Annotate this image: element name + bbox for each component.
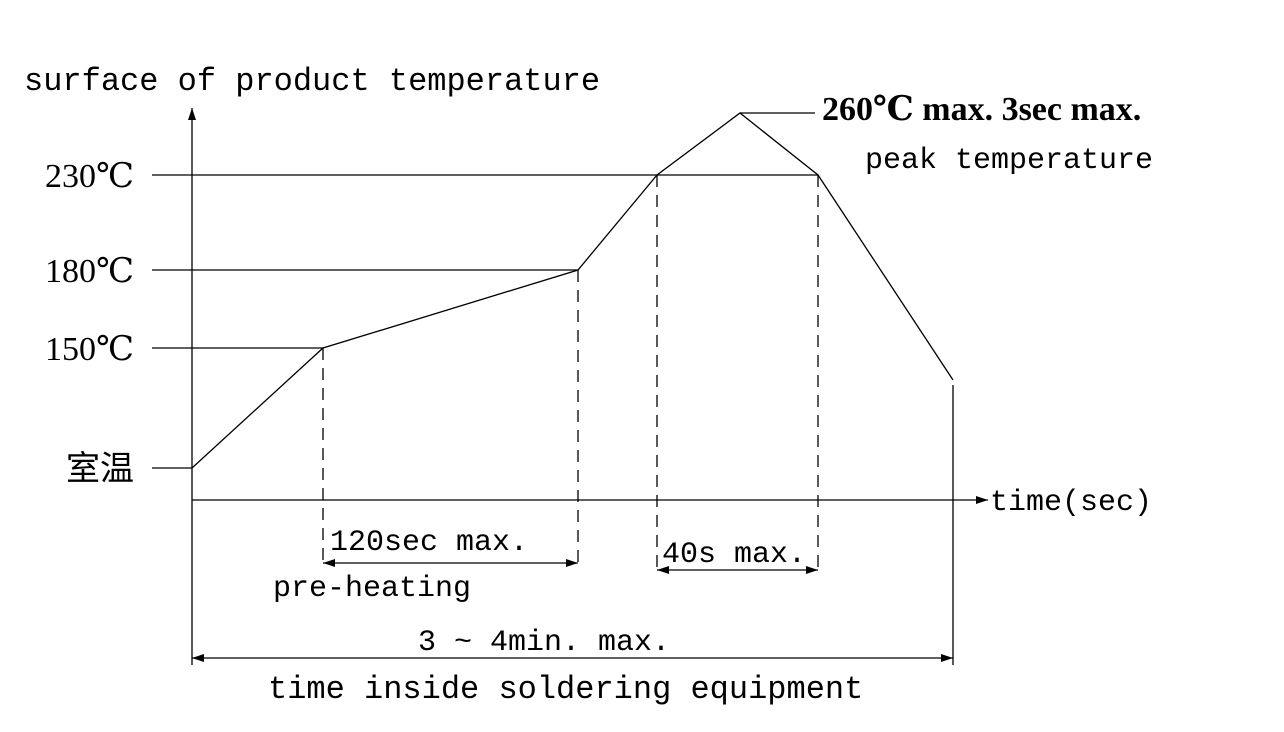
interval-name: pre-heating bbox=[273, 572, 471, 606]
interval-label: 120sec max. bbox=[330, 526, 528, 560]
temperature-profile bbox=[191, 112, 954, 469]
interval-label: 40s max. bbox=[662, 538, 806, 572]
x-axis-label: time(sec) bbox=[990, 486, 1152, 520]
peak-label: 260℃ max. 3sec max. bbox=[822, 91, 1141, 128]
level-label: 230℃ bbox=[45, 158, 134, 195]
level-label: 室温 bbox=[66, 450, 134, 488]
y-axis-label: surface of product temperature bbox=[24, 63, 600, 100]
interval-label: 3 ~ 4min. max. bbox=[418, 626, 670, 660]
level-label: 180℃ bbox=[45, 253, 134, 290]
peak-note: peak temperature bbox=[865, 144, 1153, 178]
interval-name: time inside soldering equipment bbox=[268, 671, 863, 708]
level-label: 150℃ bbox=[45, 331, 134, 368]
